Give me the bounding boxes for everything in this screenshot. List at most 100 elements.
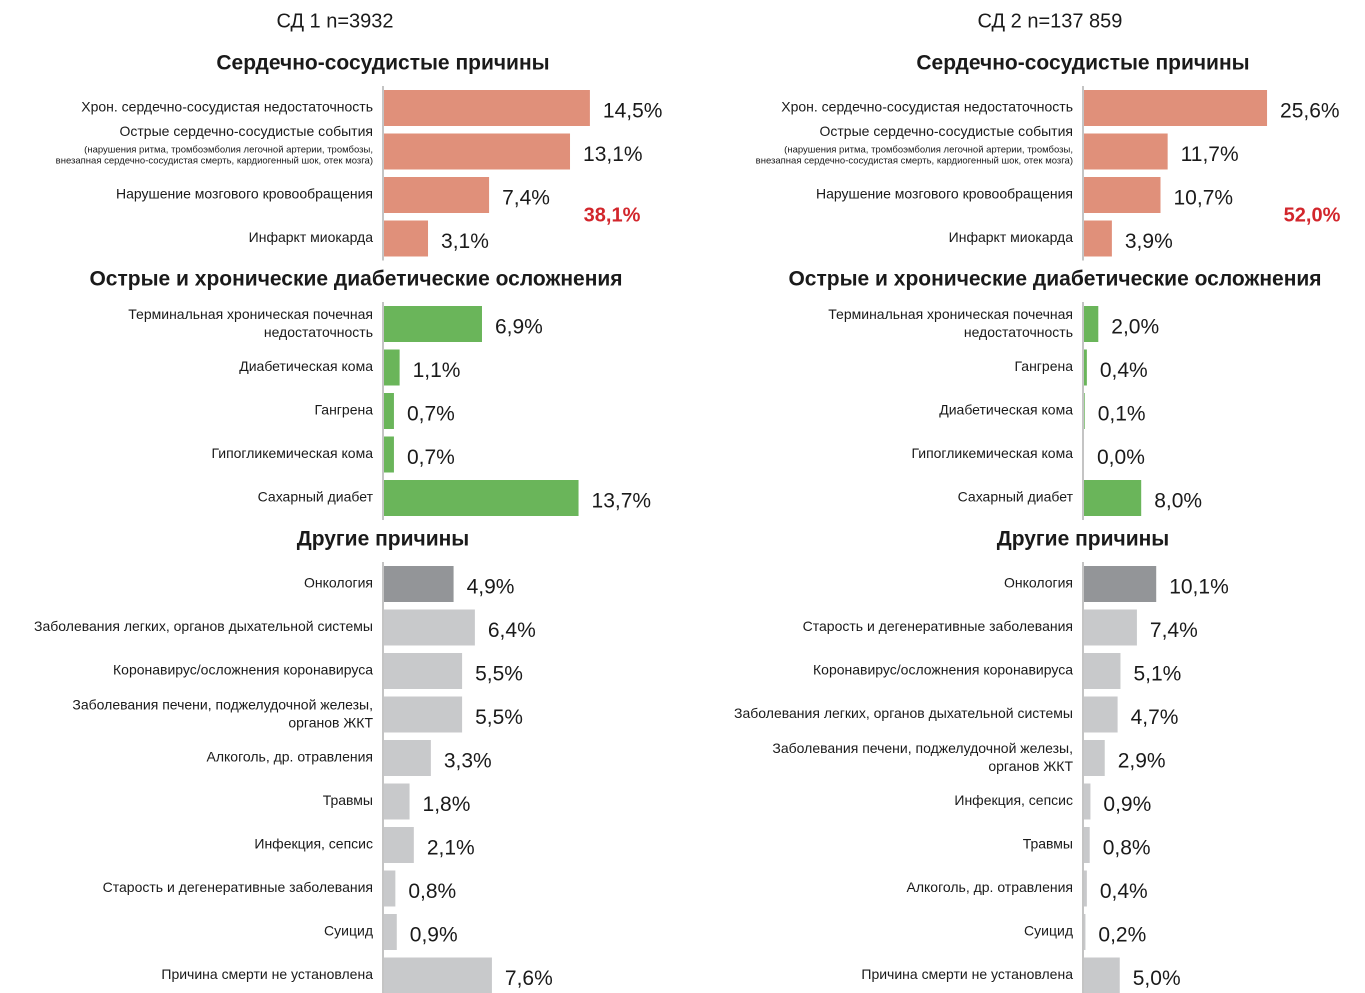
- value-label: 13,7%: [592, 490, 652, 513]
- category-label: Инфаркт миокарда: [249, 229, 374, 245]
- value-label: 1,1%: [413, 359, 461, 382]
- value-label: 3,3%: [444, 750, 492, 773]
- category-label: Коронавирус/осложнения коронавируса: [113, 662, 373, 678]
- category-label: Алкоголь, др. отравления: [907, 879, 1074, 895]
- value-label: 14,5%: [603, 100, 663, 123]
- bar: [1084, 90, 1268, 126]
- value-label: 7,4%: [1150, 619, 1198, 642]
- category-label: Нарушение мозгового кровообращения: [816, 186, 1073, 202]
- category-label: Гангрена: [314, 402, 373, 418]
- value-label: 2,0%: [1111, 316, 1159, 339]
- value-label: 7,6%: [505, 967, 553, 990]
- bar: [1084, 653, 1121, 689]
- category-label: Коронавирус/осложнения коронавируса: [813, 662, 1073, 678]
- bar: [1084, 349, 1087, 386]
- bar: [1084, 480, 1142, 516]
- group-title: Другие причины: [297, 528, 470, 551]
- bar: [1084, 306, 1099, 342]
- category-label: Инфаркт миокарда: [949, 229, 1074, 245]
- category-label: Старость и дегенеративные заболевания: [103, 879, 373, 895]
- bar: [1084, 957, 1120, 993]
- category-label: Травмы: [323, 792, 373, 808]
- category-label: Заболевания печени, поджелудочной железы…: [772, 740, 1073, 774]
- bar: [1084, 393, 1085, 429]
- total-label: 38,1%: [584, 204, 641, 226]
- value-label: 3,1%: [441, 230, 489, 253]
- category-label: Причина смерти не установлена: [161, 966, 373, 982]
- value-label: 0,4%: [1100, 880, 1148, 903]
- bar: [1084, 827, 1090, 863]
- bar: [384, 90, 590, 126]
- bar: [1084, 177, 1161, 213]
- category-label: Причина смерти не установлена: [861, 966, 1073, 982]
- bar: [384, 957, 492, 993]
- category-label: Онкология: [1004, 575, 1073, 591]
- bar: [384, 220, 429, 257]
- category-label: Заболевания печени, поджелудочной железы…: [72, 696, 373, 730]
- bar: [1084, 566, 1157, 602]
- category-label: Терминальная хроническая почечная недоста…: [128, 306, 373, 340]
- value-label: 0,8%: [408, 880, 456, 903]
- bar: [384, 349, 400, 386]
- bar: [384, 653, 463, 689]
- value-label: 2,9%: [1118, 750, 1166, 773]
- category-label: Острые сердечно-сосудистые события: [820, 123, 1074, 139]
- bar: [384, 914, 397, 950]
- value-label: 0,2%: [1098, 924, 1146, 947]
- value-label: 0,0%: [1097, 446, 1145, 469]
- value-label: 8,0%: [1154, 490, 1202, 513]
- bar: [384, 436, 394, 473]
- category-label: Сахарный диабет: [958, 489, 1074, 505]
- group-title: Острые и хронические диабетические ослож…: [89, 268, 622, 291]
- bar: [384, 740, 431, 776]
- category-label: Острые сердечно-сосудистые события: [120, 123, 374, 139]
- category-label: Заболевания легких, органов дыхательной …: [734, 705, 1073, 721]
- value-label: 0,9%: [410, 924, 458, 947]
- bar: [384, 783, 410, 820]
- category-label: Инфекция, сепсис: [954, 792, 1073, 808]
- bar: [1084, 696, 1118, 733]
- group-title: Сердечно-сосудистые причины: [916, 52, 1249, 75]
- bar: [1084, 609, 1137, 646]
- bar: [1084, 740, 1105, 776]
- bar: [384, 177, 490, 213]
- value-label: 2,1%: [427, 837, 475, 860]
- value-label: 7,4%: [502, 187, 550, 210]
- bar: [384, 306, 482, 342]
- bar: [384, 480, 579, 516]
- category-label: Нарушение мозгового кровообращения: [116, 186, 373, 202]
- value-label: 5,0%: [1133, 967, 1181, 990]
- chart-title: СД 2 n=137 859: [978, 10, 1123, 32]
- bar: [384, 827, 414, 863]
- value-label: 0,7%: [407, 403, 455, 426]
- category-label: Заболевания легких, органов дыхательной …: [34, 618, 373, 634]
- value-label: 10,7%: [1174, 187, 1234, 210]
- bar: [1084, 783, 1091, 820]
- value-label: 11,7%: [1181, 143, 1239, 166]
- category-note: (нарушения ритма, тромбоэмболия легочной…: [56, 144, 373, 166]
- category-label: Диабетическая кома: [239, 358, 373, 374]
- category-label: Старость и дегенеративные заболевания: [803, 618, 1073, 634]
- category-label: Гангрена: [1014, 358, 1073, 374]
- value-label: 6,4%: [488, 619, 536, 642]
- value-label: 0,9%: [1103, 793, 1151, 816]
- bar: [384, 566, 454, 602]
- category-label: Гипогликемическая кома: [211, 445, 373, 461]
- category-label: Инфекция, сепсис: [254, 836, 373, 852]
- value-label: 5,1%: [1133, 663, 1181, 686]
- category-label: Гипогликемическая кома: [911, 445, 1073, 461]
- category-label: Алкоголь, др. отравления: [207, 749, 374, 765]
- total-label: 52,0%: [1284, 204, 1341, 226]
- category-label: Суицид: [324, 923, 373, 939]
- category-label: Хрон. сердечно-сосудистая недостаточност…: [781, 99, 1073, 115]
- value-label: 25,6%: [1280, 100, 1340, 123]
- bar: [384, 696, 463, 733]
- category-label: Сахарный диабет: [258, 489, 374, 505]
- value-label: 0,4%: [1100, 359, 1148, 382]
- value-label: 3,9%: [1125, 230, 1173, 253]
- value-label: 5,5%: [475, 663, 523, 686]
- value-label: 0,7%: [407, 446, 455, 469]
- group-title: Сердечно-сосудистые причины: [216, 52, 549, 75]
- value-label: 4,9%: [467, 576, 515, 599]
